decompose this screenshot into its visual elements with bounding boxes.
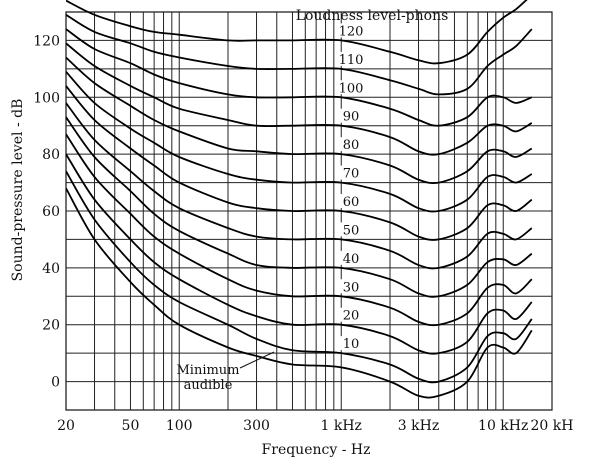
loudness-curve <box>66 116 533 298</box>
phon-label-backing <box>338 250 365 265</box>
x-tick-label: 100 <box>166 418 193 434</box>
phon-label: 20 <box>343 309 360 324</box>
phon-label: 110 <box>339 53 364 68</box>
phon-label-backing <box>338 165 365 180</box>
x-tick-label: 3 kHz <box>398 418 439 434</box>
axis-ticks: 0 20 40 60 80 100 120 20 50 100 300 1 kHz 3 kHz 10 kH… <box>33 33 573 434</box>
x-tick-label: 300 <box>243 418 270 434</box>
phon-label: 80 <box>343 138 360 153</box>
phon-label-backing <box>338 279 365 294</box>
phon-label: 10 <box>343 337 360 352</box>
y-tick-label: 0 <box>51 375 60 391</box>
y-tick-label: 80 <box>42 147 60 163</box>
phon-label: 50 <box>343 223 360 238</box>
loudness-curve <box>66 153 533 355</box>
loudness-curve <box>66 170 533 384</box>
annotation-minimum: Minimum <box>176 363 239 378</box>
loudness-curve <box>66 28 533 127</box>
x-axis-title: Frequency - Hz <box>262 442 371 458</box>
annotation-leader <box>239 351 275 369</box>
phon-label-backing <box>338 51 365 66</box>
loudness-curve <box>66 14 533 96</box>
phon-label: 120 <box>339 24 364 39</box>
phon-label-backing <box>338 307 365 322</box>
loudness-curve <box>66 133 533 327</box>
curve-labels: 10 20 30 40 50 60 70 80 90 100 110 120 <box>338 23 365 352</box>
phon-label: 100 <box>339 81 364 96</box>
loudness-curve <box>66 56 533 185</box>
phon-label-backing <box>338 108 365 123</box>
phon-label: 40 <box>343 252 360 267</box>
phon-label: 70 <box>343 167 360 182</box>
y-axis-title: Sound-pressure level - dB <box>10 99 26 282</box>
y-tick-label: 40 <box>42 261 60 277</box>
loudness-curves <box>66 0 533 399</box>
phon-label-backing <box>338 137 365 152</box>
loudness-curve <box>66 187 533 399</box>
loudness-curve <box>66 85 533 241</box>
phon-label-backing <box>338 336 365 351</box>
y-tick-label: 120 <box>33 33 60 49</box>
phon-label-backing <box>338 23 365 38</box>
phon-label-backing <box>338 222 365 237</box>
y-tick-label: 60 <box>42 204 60 220</box>
x-tick-label: 20 <box>57 418 75 434</box>
phon-label-backing <box>338 194 365 208</box>
phon-label-backing <box>338 80 365 95</box>
annotation-audible: audible <box>184 378 233 393</box>
legend-title: Loudness level-phons <box>296 8 449 24</box>
y-tick-label: 100 <box>33 90 60 106</box>
phon-label: 60 <box>343 195 360 210</box>
x-tick-label: 20 kH <box>531 418 574 434</box>
loudness-curve <box>66 42 533 156</box>
y-tick-label: 20 <box>42 318 60 334</box>
x-tick-label: 10 kHz <box>478 418 528 434</box>
x-tick-label: 1 kHz <box>321 418 362 434</box>
phon-label: 30 <box>343 280 360 295</box>
loudness-curve <box>66 0 528 65</box>
x-tick-label: 50 <box>122 418 140 434</box>
phon-label: 90 <box>343 110 360 125</box>
loudness-curve <box>66 102 533 270</box>
loudness-curve <box>66 71 533 213</box>
